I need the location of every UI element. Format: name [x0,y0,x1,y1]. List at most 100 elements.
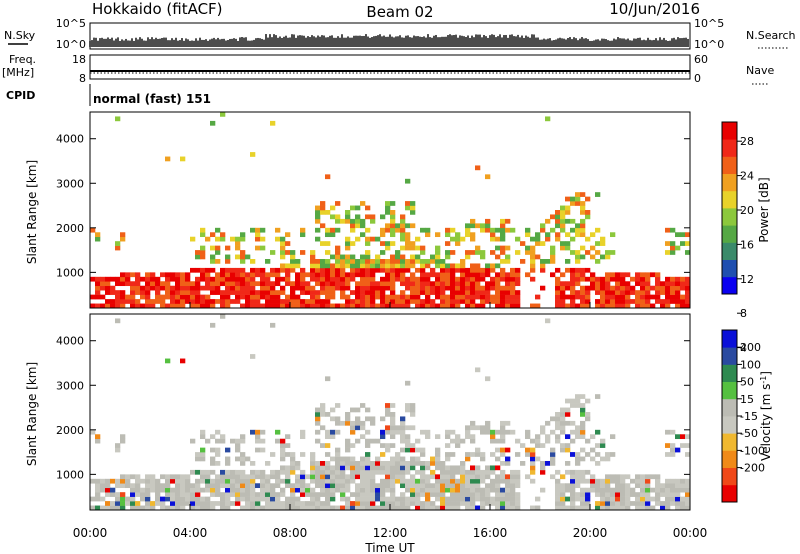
velocity-cell [115,496,121,502]
power-cell [105,276,111,282]
power-cell [570,294,576,300]
power-cell [315,272,321,278]
power-cell [305,272,311,278]
power-cell [555,223,561,229]
velocity-cell [680,501,686,506]
power-cell [150,281,156,287]
velocity-cell [95,496,101,502]
velocity-cell [205,483,211,489]
power-cell [375,285,381,291]
nave-tick-top: 60 [694,53,708,66]
power-cell [315,299,321,304]
velocity-cell [435,434,441,440]
velocity-cell [375,505,381,511]
power-cell [455,285,461,291]
velocity-cell [685,492,691,497]
power-colorbar-label: Power [dB] [757,177,771,242]
power-cell [115,241,121,246]
power-cell [390,285,396,291]
power-cell [560,214,566,220]
velocity-cell [610,487,616,493]
power-cell [490,285,496,291]
velocity-cell [365,487,371,493]
velocity-cell [265,474,271,480]
velocity-cell [175,487,181,493]
velocity-cell [365,505,371,511]
velocity-cell [460,492,466,497]
power-cell [345,281,351,287]
velocity-cell [325,461,331,466]
power-cell [530,254,536,260]
power-cell [490,232,496,238]
power-cell [305,281,311,287]
power-cell [560,281,566,287]
power-cell [660,281,666,287]
power-cell [290,250,296,255]
velocity-cell [605,456,611,462]
velocity-cell [455,478,461,484]
velocity-cell [225,447,231,453]
velocity-cell [505,487,511,493]
power-cell [320,241,326,246]
power-cell [480,250,486,255]
power-cell [685,299,691,304]
velocity-cell [355,469,361,475]
colorbar-swatch [722,381,737,400]
velocity-cell [305,487,311,493]
power-cell [205,303,211,309]
power-cell [405,276,411,282]
velocity-cell [480,487,486,493]
velocity-cell [530,452,536,457]
power-cell [480,254,486,260]
velocity-cell [385,501,391,506]
velocity-cell [135,487,141,493]
power-cell [675,245,681,251]
power-cell [240,250,246,255]
power-cell [425,259,431,264]
velocity-cell [200,505,206,511]
power-cell [640,276,646,282]
power-cell [300,281,306,287]
power-cell [400,276,406,282]
velocity-cell [155,496,161,502]
velocity-cell [425,429,431,435]
velocity-cell [550,452,556,457]
velocity-cell [625,483,631,489]
power-cell [620,276,626,282]
power-cell [355,299,361,304]
power-cell [635,290,641,295]
power-cell [285,263,291,269]
velocity-cell [435,492,441,497]
power-cell [155,290,161,295]
velocity-cell [350,425,356,431]
velocity-cell [460,469,466,475]
velocity-cell [485,420,491,426]
power-cell [580,245,586,251]
velocity-cell [500,469,506,475]
power-cell [610,250,616,255]
velocity-cell [210,322,216,328]
velocity-cell [220,492,226,497]
power-cell [185,299,191,304]
velocity-cell [565,434,571,440]
power-cell [240,232,246,238]
velocity-cell [400,420,406,426]
power-cell [640,272,646,278]
power-cell [310,290,316,295]
velocity-cell [360,469,366,475]
velocity-cell [410,487,416,493]
velocity-cell [465,487,471,493]
power-cell [220,276,226,282]
velocity-cell [315,407,321,413]
power-cell [495,245,501,251]
power-cell [570,290,576,295]
power-cell [340,272,346,278]
velocity-cell [350,420,356,426]
power-cell [255,227,261,233]
power-cell [495,227,501,233]
velocity-cell [260,487,266,493]
power-cell [375,290,381,295]
power-cell [235,285,241,291]
power-cell [345,236,351,242]
velocity-cell [225,492,231,497]
